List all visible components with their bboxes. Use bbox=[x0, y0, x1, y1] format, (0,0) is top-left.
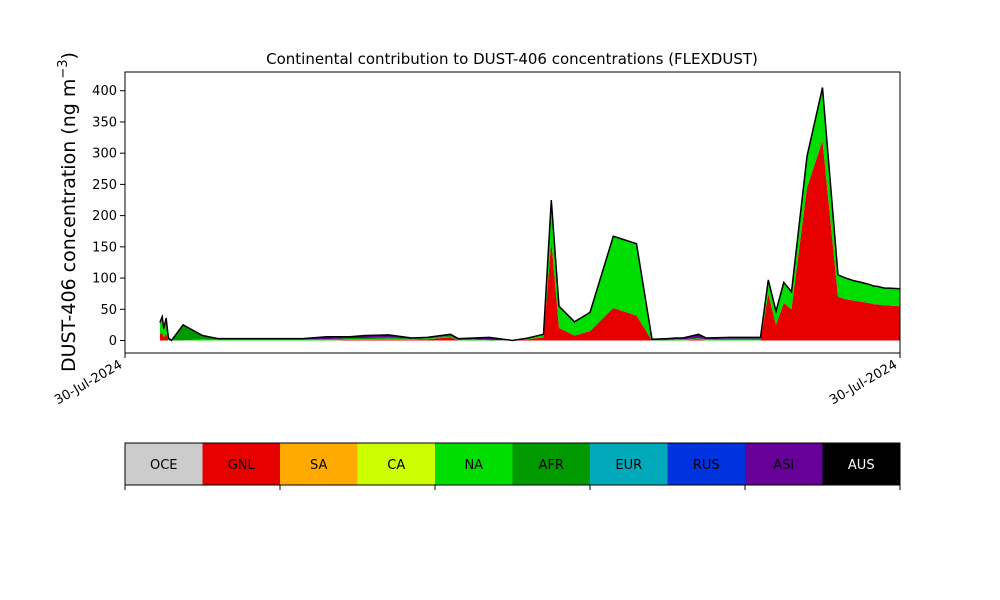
legend-label-gnl: GNL bbox=[228, 458, 256, 473]
y-tick-label: 350 bbox=[92, 115, 117, 130]
legend-label-oce: OCE bbox=[150, 458, 178, 473]
chart-title: Continental contribution to DUST-406 con… bbox=[266, 50, 758, 68]
total-outline bbox=[159, 87, 901, 342]
legend-label-asi: ASI bbox=[773, 458, 794, 473]
y-tick-label: 150 bbox=[92, 240, 117, 255]
legend-swatch-gnl bbox=[202, 443, 281, 485]
legend-frame bbox=[124, 442, 901, 486]
area-series-na bbox=[159, 87, 900, 341]
legend-swatch-rus bbox=[667, 443, 746, 485]
y-tick-label: 250 bbox=[92, 178, 117, 193]
area-series-gnl bbox=[159, 140, 900, 341]
x-axis-ticks: 30-Jul-2024 30-Jul-2024 bbox=[52, 353, 901, 408]
legend-colorbar: OCE GNL SA CA NA AFR EUR RUS ASI AUS bbox=[124, 442, 901, 490]
x-tick-label: 30-Jul-2024 bbox=[827, 357, 900, 408]
legend-label-ca: CA bbox=[387, 458, 405, 473]
y-tick-label: 200 bbox=[92, 209, 117, 224]
legend-label-sa: SA bbox=[310, 458, 327, 473]
legend-swatch-afr bbox=[512, 443, 591, 485]
legend-label-eur: EUR bbox=[615, 458, 642, 473]
y-axis-label-main: DUST-406 concentration (ng m bbox=[58, 79, 80, 372]
y-axis-label-superscript: −3 bbox=[56, 59, 71, 78]
legend-swatch-oce bbox=[125, 443, 203, 485]
y-tick-label: 50 bbox=[100, 303, 117, 318]
y-tick-label: 100 bbox=[92, 272, 117, 287]
legend-swatch-na bbox=[435, 443, 513, 485]
legend-label-aus: AUS bbox=[848, 458, 875, 473]
legend-swatch-aus bbox=[822, 443, 901, 485]
y-tick-label: 400 bbox=[92, 84, 117, 99]
legend-swatch-asi bbox=[745, 443, 823, 485]
legend-swatch-eur bbox=[590, 443, 668, 485]
legend-label-rus: RUS bbox=[693, 458, 720, 473]
y-axis-label-close: ) bbox=[58, 52, 80, 59]
plot-frame bbox=[124, 71, 901, 354]
y-axis-label: DUST-406 concentration (ng m−3) bbox=[56, 52, 80, 372]
legend-label-na: NA bbox=[464, 458, 483, 473]
stacked-areas bbox=[159, 87, 900, 341]
y-axis-ticks: 0 50 100 150 200 250 300 350 400 bbox=[92, 84, 125, 349]
legend-label-afr: AFR bbox=[539, 458, 564, 473]
legend-swatch-ca bbox=[357, 443, 436, 485]
y-tick-label: 300 bbox=[92, 147, 117, 162]
legend-swatch-sa bbox=[280, 443, 358, 485]
y-tick-label: 0 bbox=[109, 334, 117, 349]
